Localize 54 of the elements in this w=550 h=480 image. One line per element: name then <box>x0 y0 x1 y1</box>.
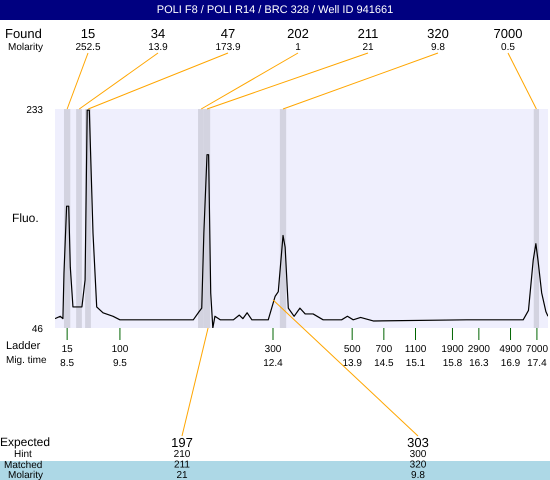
x-tick-label: 15.8 <box>442 358 463 369</box>
text: Molarity <box>8 42 44 53</box>
x-axis-title: Mig. time <box>6 355 47 366</box>
text: 1100 <box>404 344 427 355</box>
text: 9.8 <box>411 470 426 480</box>
x-tick-label: 14.5 <box>374 358 394 369</box>
x-tick-label: 8.5 <box>60 358 75 369</box>
y-axis-title: Fluo. <box>12 211 39 225</box>
chart-title: POLI F8 / POLI R14 / BRC 328 / Well ID 941661 <box>0 0 550 20</box>
text: Hint <box>14 449 32 460</box>
y-tick-label: 46 <box>32 324 44 335</box>
band-label: 320 <box>427 26 449 41</box>
x-tick-label: 15.1 <box>406 358 426 369</box>
y-tick-label: 233 <box>26 105 44 116</box>
text: 300 <box>410 449 427 460</box>
x-tick-label: 17.4 <box>527 358 548 369</box>
x-tick-label: 13.9 <box>342 358 362 369</box>
annotation: 0.5 <box>501 42 516 53</box>
band-label: 34 <box>150 26 166 41</box>
text: 1900 <box>441 344 464 355</box>
text: 100 <box>112 344 129 355</box>
text: 4900 <box>499 344 522 355</box>
text: 211 <box>174 460 190 470</box>
annotation: 252.5 <box>75 42 101 53</box>
text: 500 <box>344 344 361 355</box>
band-label: 7000 <box>494 26 522 41</box>
x-tick-label: 12.4 <box>263 358 284 369</box>
annotation: 173.9 <box>215 42 241 53</box>
band-label: 202 <box>287 26 309 41</box>
x-tick-label: 16.3 <box>469 358 490 369</box>
annotation: 21 <box>362 42 374 53</box>
text: 21 <box>176 470 188 480</box>
band-label: 47 <box>220 26 236 41</box>
text: Ladder <box>6 340 41 352</box>
annotation: 197 <box>171 435 193 450</box>
band-label: 15 <box>80 26 96 41</box>
annotation: 1 <box>295 42 302 53</box>
text: Expected <box>0 435 50 449</box>
text: 7000 <box>526 344 548 355</box>
annotation: 9.8 <box>431 42 446 53</box>
annotation: 303 <box>407 435 429 450</box>
x-tick-label: 16.9 <box>500 358 521 369</box>
text: 210 <box>174 449 191 460</box>
text: Matched <box>4 460 42 471</box>
band-label: 211 <box>358 26 378 41</box>
text: 300 <box>264 344 282 355</box>
text: Molarity <box>8 470 44 480</box>
text: 700 <box>376 344 393 355</box>
text: Found <box>5 26 42 41</box>
x-tick-label: 9.5 <box>112 358 128 369</box>
annotation: 13.9 <box>148 42 168 53</box>
text: 2900 <box>468 344 490 355</box>
text: 15 <box>62 344 74 355</box>
text: 320 <box>410 460 427 470</box>
